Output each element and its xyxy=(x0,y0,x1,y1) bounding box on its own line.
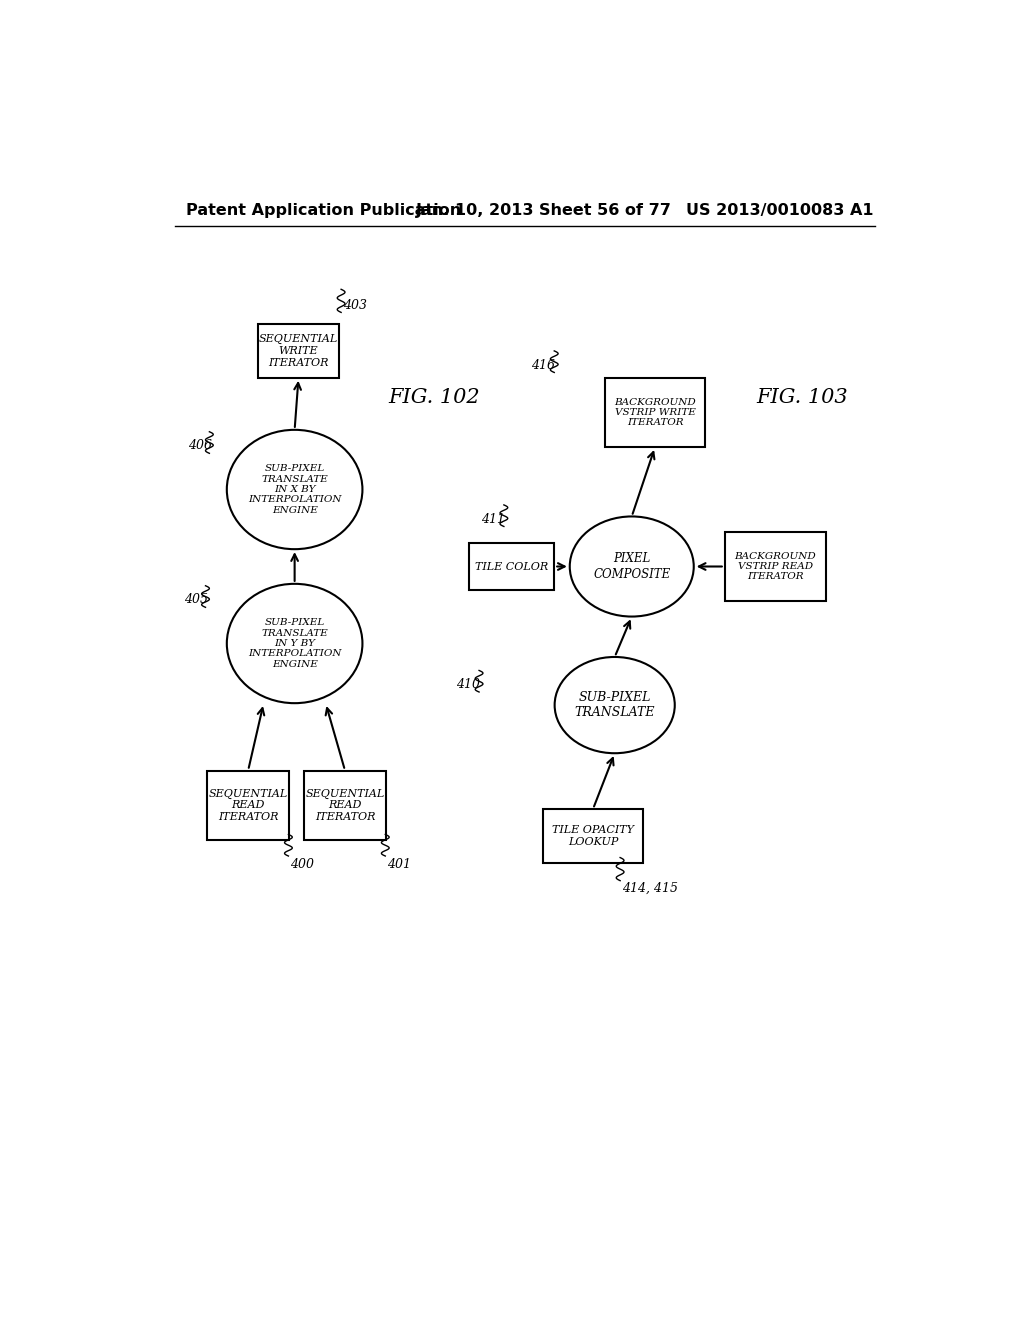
FancyBboxPatch shape xyxy=(469,544,554,590)
Text: SEQUENTIAL
READ
ITERATOR: SEQUENTIAL READ ITERATOR xyxy=(209,788,288,822)
Ellipse shape xyxy=(555,657,675,754)
FancyBboxPatch shape xyxy=(208,771,289,840)
FancyBboxPatch shape xyxy=(258,323,339,378)
Text: 401: 401 xyxy=(387,858,411,871)
Text: Jan. 10, 2013: Jan. 10, 2013 xyxy=(417,203,535,218)
Text: Patent Application Publication: Patent Application Publication xyxy=(186,203,462,218)
Text: SEQUENTIAL
READ
ITERATOR: SEQUENTIAL READ ITERATOR xyxy=(305,788,385,822)
Text: PIXEL
COMPOSITE: PIXEL COMPOSITE xyxy=(593,553,671,581)
Text: Sheet 56 of 77: Sheet 56 of 77 xyxy=(539,203,671,218)
Text: 410: 410 xyxy=(456,678,480,692)
Text: SUB-PIXEL
TRANSLATE
IN Y BY
INTERPOLATION
ENGINE: SUB-PIXEL TRANSLATE IN Y BY INTERPOLATIO… xyxy=(248,618,341,669)
Text: TILE COLOR: TILE COLOR xyxy=(475,561,548,572)
Text: 406: 406 xyxy=(187,440,212,453)
Text: BACKGROUND
VSTRIP WRITE
ITERATOR: BACKGROUND VSTRIP WRITE ITERATOR xyxy=(614,397,696,428)
Ellipse shape xyxy=(226,430,362,549)
FancyBboxPatch shape xyxy=(304,771,386,840)
FancyBboxPatch shape xyxy=(725,532,825,601)
Text: FIG. 103: FIG. 103 xyxy=(757,388,848,407)
Text: SUB-PIXEL
TRANSLATE: SUB-PIXEL TRANSLATE xyxy=(574,692,655,719)
Ellipse shape xyxy=(226,583,362,704)
Text: TILE OPACITY
LOOKUP: TILE OPACITY LOOKUP xyxy=(552,825,634,847)
Text: 400: 400 xyxy=(290,858,314,871)
Text: 411: 411 xyxy=(480,512,505,525)
Text: SUB-PIXEL
TRANSLATE
IN X BY
INTERPOLATION
ENGINE: SUB-PIXEL TRANSLATE IN X BY INTERPOLATIO… xyxy=(248,465,341,515)
FancyBboxPatch shape xyxy=(604,378,706,447)
Text: 403: 403 xyxy=(343,298,368,312)
FancyBboxPatch shape xyxy=(543,809,643,863)
Text: 416: 416 xyxy=(531,359,555,372)
Ellipse shape xyxy=(569,516,693,616)
Text: FIG. 102: FIG. 102 xyxy=(388,388,480,407)
Text: BACKGROUND
VSTRIP READ
ITERATOR: BACKGROUND VSTRIP READ ITERATOR xyxy=(734,552,816,581)
Text: 405: 405 xyxy=(183,594,208,606)
Text: 414, 415: 414, 415 xyxy=(623,882,679,895)
Text: SEQUENTIAL
WRITE
ITERATOR: SEQUENTIAL WRITE ITERATOR xyxy=(259,334,338,367)
Text: US 2013/0010083 A1: US 2013/0010083 A1 xyxy=(686,203,873,218)
